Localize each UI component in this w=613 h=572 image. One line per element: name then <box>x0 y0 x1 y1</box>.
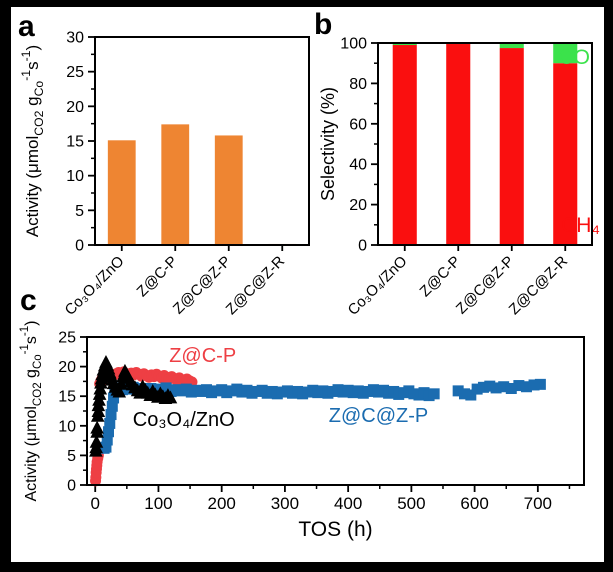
svg-text:100: 100 <box>144 494 172 513</box>
svg-text:40: 40 <box>349 157 367 174</box>
svg-text:60: 60 <box>349 116 367 133</box>
svg-text:100: 100 <box>340 36 367 53</box>
svg-text:5: 5 <box>67 448 76 465</box>
svg-text:600: 600 <box>460 494 488 513</box>
svg-text:10: 10 <box>58 418 76 435</box>
figure-canvas: a b c 0 5 10 15 20 25 30 Activity (μmolCO2 gCo-… <box>11 7 604 562</box>
svg-text:Z@C-P: Z@C-P <box>169 345 236 367</box>
svg-text:25: 25 <box>58 330 76 347</box>
svg-text:0: 0 <box>67 478 76 495</box>
svg-text:0: 0 <box>358 238 367 255</box>
svg-text:5: 5 <box>75 203 84 220</box>
svg-text:25: 25 <box>66 64 84 81</box>
svg-text:300: 300 <box>271 494 299 513</box>
svg-text:30: 30 <box>66 30 84 47</box>
panel-a-label: a <box>18 10 35 43</box>
svg-text:15: 15 <box>66 134 84 151</box>
svg-text:20: 20 <box>66 99 84 116</box>
svg-text:400: 400 <box>334 494 362 513</box>
svg-text:TOS (h): TOS (h) <box>298 518 372 541</box>
svg-text:200: 200 <box>207 494 235 513</box>
panel-b-label: b <box>314 8 333 41</box>
svg-text:500: 500 <box>397 494 425 513</box>
svg-text:20: 20 <box>349 197 367 214</box>
panel-c-stability-scatter-chart: 0 5 10 15 20 25 Activity (μmolCO2 gCo-1s-1) 0 10… <box>19 320 585 541</box>
svg-text:Activity (μmolCO2 gCo-1s-1): Activity (μmolCO2 gCo-1s-1) <box>19 45 46 237</box>
svg-text:Z@C@Z-P: Z@C@Z-P <box>329 405 428 427</box>
svg-text:700: 700 <box>524 494 552 513</box>
svg-text:0: 0 <box>90 494 99 513</box>
svg-text:Co₃O₄/ZnO: Co₃O₄/ZnO <box>133 409 235 431</box>
svg-text:20: 20 <box>58 359 76 376</box>
svg-text:Activity (μmolCO2 gCo-1s-1): Activity (μmolCO2 gCo-1s-1) <box>19 320 44 501</box>
panel-c-label: c <box>20 284 37 317</box>
svg-text:15: 15 <box>58 389 76 406</box>
svg-text:80: 80 <box>349 76 367 93</box>
svg-text:CH₄: CH₄ <box>561 214 600 237</box>
svg-text:0: 0 <box>75 238 84 255</box>
svg-text:CO: CO <box>559 46 591 69</box>
svg-text:10: 10 <box>66 168 84 185</box>
svg-text:Selectivity (%): Selectivity (%) <box>318 87 338 201</box>
